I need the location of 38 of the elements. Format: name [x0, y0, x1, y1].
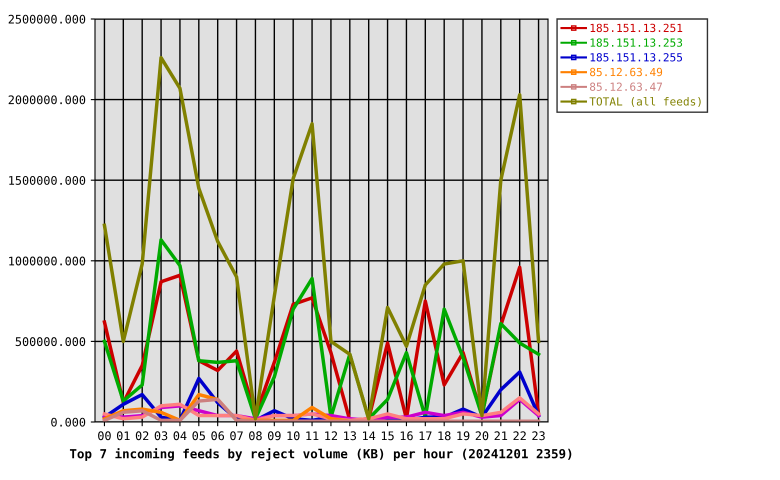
legend-label: 185.151.13.255 [590, 53, 682, 62]
x-tick-label: 16 [400, 431, 413, 440]
x-tick-label: 04 [174, 431, 186, 440]
legend-label: 85.12.63.47 [590, 82, 662, 91]
y-tick-label: 1000000.000 [9, 256, 86, 266]
x-tick-label: 12 [325, 431, 338, 440]
x-tick-label: 03 [154, 431, 168, 440]
legend-label: 185.151.13.251 [590, 24, 682, 32]
x-tick-label: 15 [382, 431, 394, 440]
x-tick-label: 01 [116, 431, 130, 440]
x-tick-label: 09 [268, 431, 281, 440]
x-axis-title: Top 7 incoming feeds by reject volume (KB) per hour (20241201 2359) [70, 448, 572, 461]
x-tick-label: 22 [513, 431, 526, 440]
y-tick-label: 2000000.000 [8, 95, 86, 104]
legend-label: TOTAL (all feeds) [590, 96, 701, 107]
x-tick-label: 19 [457, 431, 470, 440]
x-tick-label: 18 [438, 431, 451, 440]
x-tick-label: 20 [476, 431, 488, 440]
x-tick-label: 00 [98, 431, 111, 440]
x-tick-label: 11 [306, 431, 318, 440]
x-tick-label: 06 [211, 431, 224, 440]
x-tick-label: 02 [136, 431, 148, 440]
y-tick-label: 0.000 [51, 418, 86, 427]
x-tick-label: 10 [288, 431, 300, 440]
x-tick-label: 05 [192, 431, 205, 440]
x-tick-label: 08 [249, 431, 262, 440]
line-series [102, 56, 540, 421]
x-tick-label: 23 [532, 431, 545, 440]
x-tick-label: 14 [363, 431, 376, 440]
x-tick-label: 17 [420, 431, 432, 440]
y-tick-label: 500000.000 [16, 337, 86, 346]
y-tick-label: 2500000.000 [8, 14, 86, 24]
x-tick-label: 13 [344, 431, 356, 440]
y-tick-label: 1500000.000 [9, 176, 86, 185]
legend-label: 185.151.13.253 [590, 38, 682, 47]
x-tick-label: 21 [494, 431, 508, 440]
legend-label: 85.12.63.49 [590, 68, 662, 76]
x-tick-label: 07 [230, 431, 243, 440]
